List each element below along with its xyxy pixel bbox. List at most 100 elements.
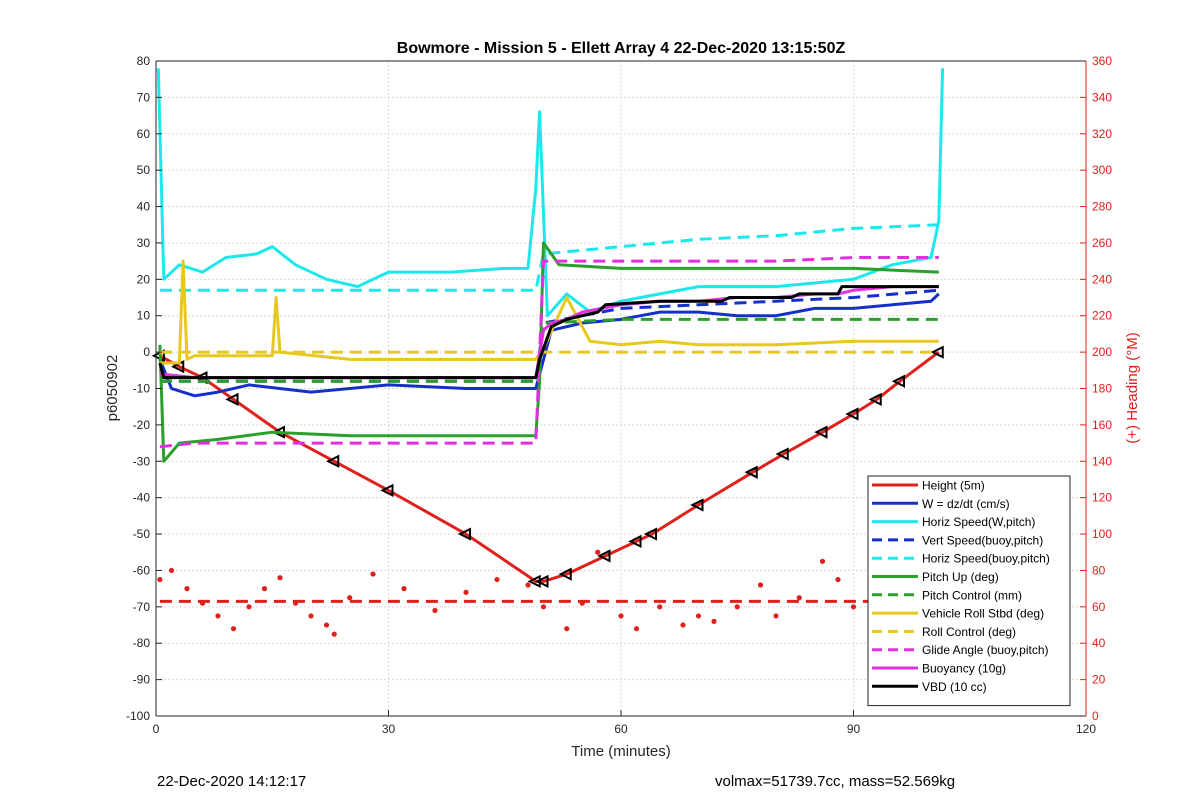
legend-label: Pitch Up (deg): [922, 570, 999, 584]
height-marker: [891, 374, 905, 388]
heading-point: [540, 604, 547, 610]
heading-point: [277, 575, 283, 581]
x-tick-label: 30: [382, 722, 396, 736]
heading-point: [773, 613, 779, 619]
series-horiz: [156, 68, 945, 318]
series-heading: [157, 549, 942, 637]
series-vert_buoy: [159, 288, 939, 383]
heading-point: [246, 604, 252, 610]
height-marker: [326, 454, 340, 468]
y-axis-label: p6050902: [104, 355, 121, 422]
heading-point: [633, 626, 640, 632]
heading-point: [401, 586, 407, 592]
y2-tick-label: 80: [1092, 563, 1106, 577]
y-tick-label: -60: [133, 563, 151, 577]
y-tick-label: 50: [137, 163, 151, 177]
line-vbd: [158, 285, 939, 380]
x-tick-label: 60: [614, 722, 628, 736]
legend-label: W = dz/dt (cm/s): [922, 497, 1010, 511]
y-tick-label: 80: [137, 54, 151, 68]
y2-tick-label: 120: [1092, 491, 1112, 505]
y2-tick-label: 180: [1092, 382, 1112, 396]
heading-point: [168, 567, 175, 574]
line-vroll: [159, 259, 939, 365]
x-tick-label: 90: [847, 722, 861, 736]
y-tick-label: 20: [137, 272, 151, 286]
chart-title: Bowmore - Mission 5 - Ellett Array 4 22-…: [397, 40, 846, 57]
y2-tick-label: 100: [1092, 527, 1112, 541]
heading-point: [308, 613, 314, 619]
y-tick-label: -70: [133, 600, 151, 614]
series-w: [158, 292, 940, 398]
heading-point: [157, 576, 163, 583]
heading-point: [734, 604, 740, 610]
y-tick-label: -90: [133, 673, 151, 687]
y-tick-label: 10: [137, 309, 151, 323]
legend-label: Pitch Control (mm): [922, 588, 1022, 602]
height-marker: [775, 447, 789, 461]
heading-point: [564, 626, 570, 632]
heading-point: [323, 622, 330, 628]
heading-point: [347, 595, 353, 601]
y2-tick-label: 40: [1092, 636, 1106, 650]
height-marker: [628, 534, 642, 548]
legend-label: Vert Speed(buoy,pitch): [922, 533, 1043, 547]
height-marker: [457, 527, 471, 541]
legend-label: VBD (10 cc): [922, 680, 987, 694]
legend-label: Height (5m): [922, 479, 985, 493]
y-tick-label: -30: [133, 454, 151, 468]
x-tick-label: 0: [153, 722, 160, 736]
y2-tick-label: 280: [1092, 200, 1112, 214]
y2-tick-label: 360: [1092, 54, 1112, 68]
heading-point: [331, 631, 337, 637]
y-tick-label: -10: [133, 382, 151, 396]
y-tick-label: -50: [133, 527, 151, 541]
y-tick-label: -40: [133, 491, 151, 505]
heading-point: [494, 576, 500, 583]
footer-volmax-mass: volmax=51739.7cc, mass=52.569kg: [715, 773, 956, 790]
y-tick-label: 60: [137, 127, 151, 141]
y2-axis-label: (+) Heading (°M): [1124, 332, 1141, 443]
axes: 80706050403020100-10-20-30-40-50-60-70-8…: [126, 54, 1112, 736]
height-marker: [690, 498, 704, 512]
height-marker: [380, 483, 394, 498]
series-layer: [151, 68, 945, 637]
line-glide: [159, 256, 939, 449]
heading-point: [525, 582, 531, 588]
line-height: [159, 350, 940, 583]
heading-point: [796, 595, 802, 601]
height-marker: [597, 549, 611, 563]
height-marker: [744, 465, 758, 479]
heading-point: [370, 571, 376, 577]
series-vbd: [158, 285, 939, 380]
heading-point: [432, 607, 438, 614]
height-marker: [868, 392, 882, 407]
y2-tick-label: 320: [1092, 127, 1112, 141]
y2-tick-label: 220: [1092, 309, 1112, 323]
legend-label: Horiz Speed(buoy,pitch): [922, 552, 1050, 566]
x-tick-label: 120: [1076, 722, 1096, 736]
legend-label: Buoyancy (10g): [922, 662, 1006, 676]
height-marker: [643, 527, 657, 541]
heading-point: [184, 586, 190, 592]
y2-tick-label: 260: [1092, 236, 1112, 250]
height-marker: [535, 574, 549, 588]
heading-point: [463, 589, 469, 595]
y-tick-label: 0: [143, 345, 150, 359]
heading-point: [819, 558, 826, 564]
series-height: [151, 345, 944, 588]
height-marker: [527, 574, 541, 588]
y2-tick-label: 60: [1092, 600, 1106, 614]
legend-label: Horiz Speed(W,pitch): [922, 515, 1035, 529]
height-marker: [930, 345, 944, 359]
legend-label: Glide Angle (buoy,pitch): [922, 643, 1049, 657]
legend-label: Vehicle Roll Stbd (deg): [922, 607, 1044, 621]
heading-point: [657, 604, 663, 610]
height-marker: [225, 392, 239, 407]
height-marker: [814, 425, 828, 439]
y2-tick-label: 160: [1092, 418, 1112, 432]
legend-label: Roll Control (deg): [922, 625, 1016, 639]
heading-point: [680, 622, 686, 628]
line-vert_buoy: [159, 288, 939, 383]
heading-point: [695, 613, 702, 619]
